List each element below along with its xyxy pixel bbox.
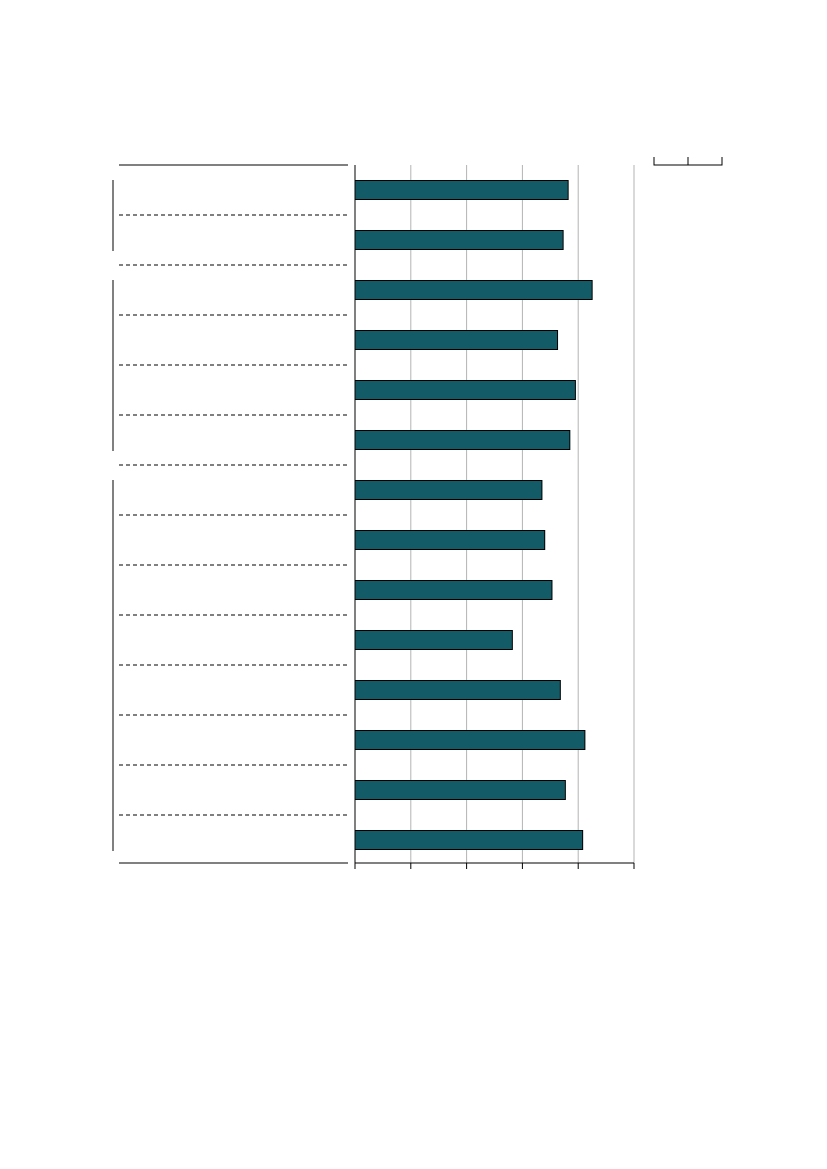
bar-7 [354, 530, 546, 550]
bar-13 [354, 830, 584, 850]
bar-12 [354, 780, 566, 800]
bar-9 [354, 630, 513, 650]
bar-4 [354, 380, 576, 400]
bar-0 [354, 180, 569, 200]
bar-3 [354, 330, 559, 350]
legend [653, 157, 723, 166]
bar-11 [354, 730, 586, 750]
bar-10 [354, 680, 561, 700]
category-label-panel [112, 164, 348, 864]
axes [354, 165, 635, 869]
bar-2 [354, 280, 593, 300]
gridlines [410, 165, 635, 863]
bar-6 [354, 480, 543, 500]
bar-5 [354, 430, 571, 450]
bar-1 [354, 230, 564, 250]
bar-8 [354, 580, 553, 600]
bars [354, 180, 593, 850]
